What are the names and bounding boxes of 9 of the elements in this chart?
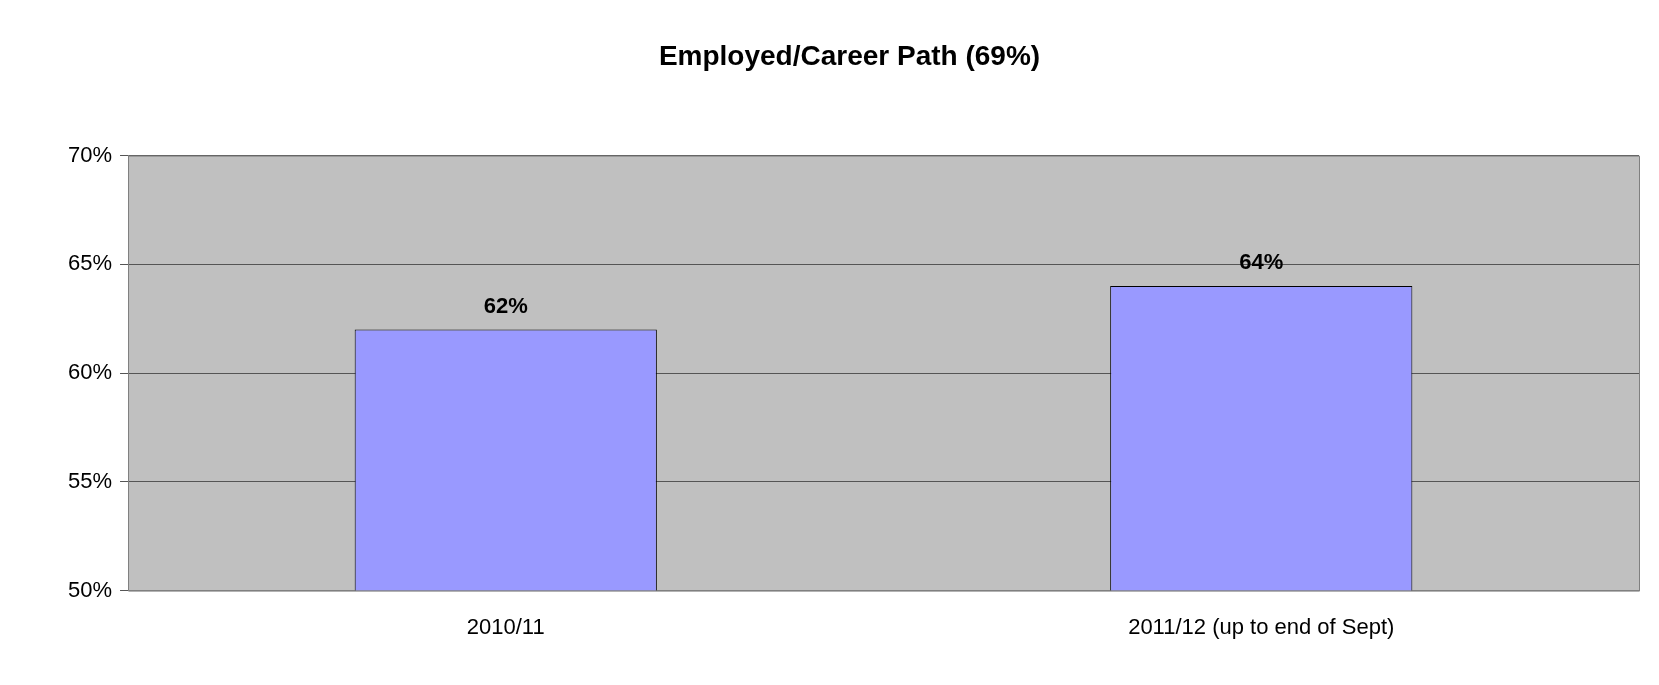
y-tick-label: 55% xyxy=(67,467,113,493)
y-tick-label: 70% xyxy=(67,141,113,167)
y-tick-label: 65% xyxy=(67,250,113,276)
y-tick-label: 50% xyxy=(67,576,113,602)
x-tick-label: 2011/12 (up to end of Sept) xyxy=(1128,613,1395,639)
y-tick-label: 60% xyxy=(67,359,113,385)
x-tick-label: 2010/11 xyxy=(466,613,545,639)
data-label: 62% xyxy=(483,292,528,318)
chart-title: Employed/Career Path (69%) xyxy=(658,39,1041,71)
